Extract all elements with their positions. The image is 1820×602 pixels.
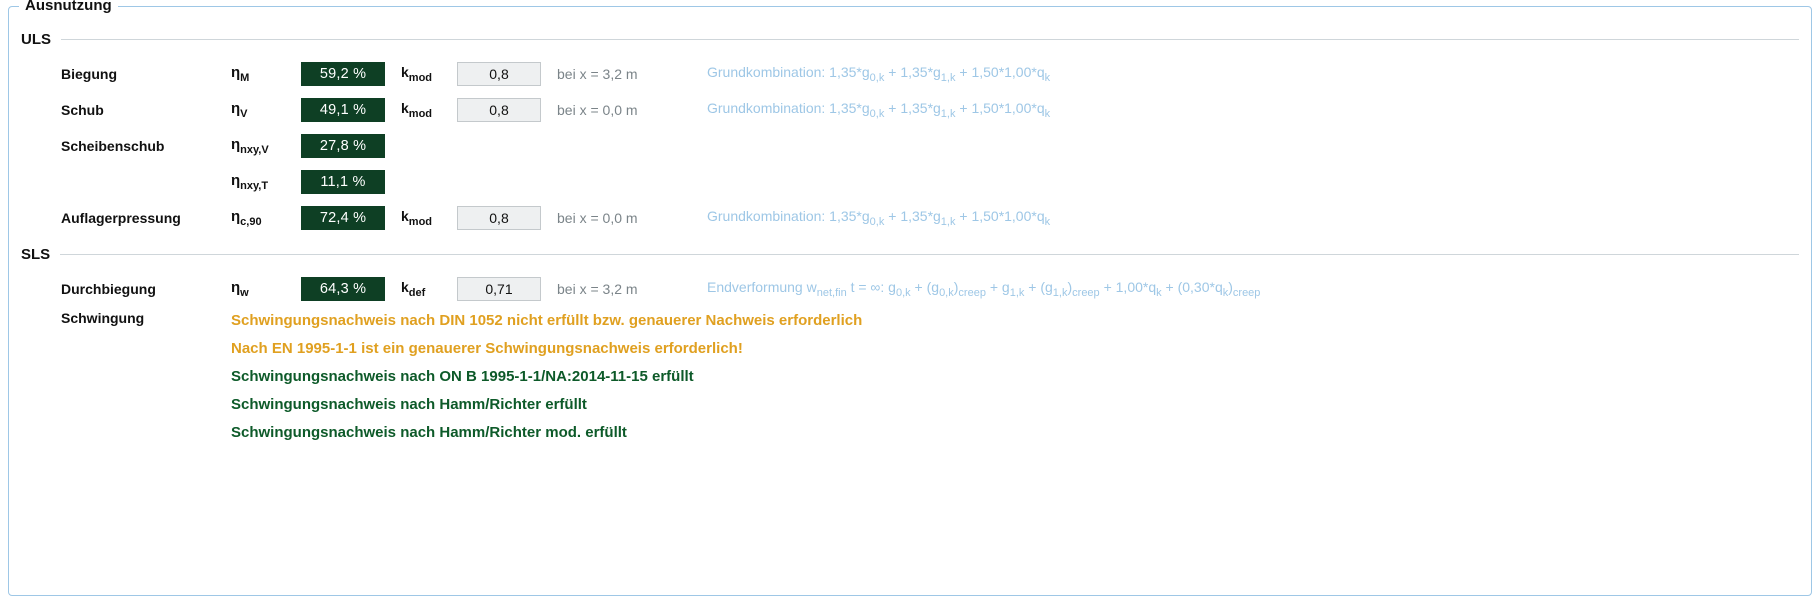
cell-k: 0,8: [457, 98, 557, 122]
row-symbol: ηw: [231, 279, 301, 299]
combination-text: Grundkombination: 1,35*g0,k + 1,35*g1,k …: [707, 100, 1799, 120]
status-message: Schwingungsnachweis nach Hamm/Richter er…: [231, 391, 1799, 419]
k-label: kmod: [401, 64, 457, 84]
row-name: Auflagerpressung: [61, 210, 231, 226]
status-message: Schwingungsnachweis nach ON B 1995-1-1/N…: [231, 363, 1799, 391]
group-ausnutzung: Ausnutzung ULS Biegung ηM 59,2 % kmod 0: [8, 6, 1812, 596]
row-symbol: ηM: [231, 64, 301, 84]
k-value: 0,8: [457, 206, 541, 230]
status-message: Schwingungsnachweis nach Hamm/Richter mo…: [231, 419, 1799, 447]
section-label-sls: SLS: [21, 246, 60, 263]
cell-k: 0,71: [457, 277, 557, 301]
row-name: Schwingung: [61, 307, 231, 326]
row-name: Schub: [61, 102, 231, 118]
cell-pct: 64,3 %: [301, 277, 401, 301]
utilization-value: 64,3 %: [301, 277, 385, 301]
utilization-value: 49,1 %: [301, 98, 385, 122]
row-auflagerpressung: Auflagerpressung ηc,90 72,4 % kmod 0,8 b…: [21, 200, 1799, 236]
section-label-uls: ULS: [21, 31, 61, 48]
row-symbol: ηnxy,V: [231, 136, 301, 156]
row-schub: Schub ηV 49,1 % kmod 0,8 bei x = 0,0 m G…: [21, 92, 1799, 128]
section-sls: SLS Durchbiegung ηw 64,3 % kdef 0,71 bei…: [21, 246, 1799, 447]
location-text: bei x = 3,2 m: [557, 66, 707, 82]
cell-pct: 11,1 %: [301, 170, 401, 194]
divider: [61, 39, 1799, 40]
cell-pct: 59,2 %: [301, 62, 401, 86]
location-text: bei x = 0,0 m: [557, 210, 707, 226]
row-name: Scheibenschub: [61, 138, 231, 154]
row-symbol: ηc,90: [231, 208, 301, 228]
row-symbol: ηV: [231, 100, 301, 120]
utilization-value: 72,4 %: [301, 206, 385, 230]
section-head-uls: ULS: [21, 31, 1799, 48]
location-text: bei x = 3,2 m: [557, 281, 707, 297]
k-label: kmod: [401, 100, 457, 120]
utilization-panel: Ausnutzung ULS Biegung ηM 59,2 % kmod 0: [0, 0, 1820, 602]
section-uls: ULS Biegung ηM 59,2 % kmod 0,8 bei x = 3…: [21, 31, 1799, 236]
schwingung-messages: Schwingungsnachweis nach DIN 1052 nicht …: [231, 307, 1799, 447]
row-scheibenschub-v: Scheibenschub ηnxy,V 27,8 %: [21, 128, 1799, 164]
row-biegung: Biegung ηM 59,2 % kmod 0,8 bei x = 3,2 m…: [21, 56, 1799, 92]
cell-pct: 49,1 %: [301, 98, 401, 122]
status-message: Schwingungsnachweis nach DIN 1052 nicht …: [231, 307, 1799, 335]
combination-text: Endverformung wnet,fin t = ∞: g0,k + (g0…: [707, 279, 1799, 299]
cell-pct: 72,4 %: [301, 206, 401, 230]
cell-pct: 27,8 %: [301, 134, 401, 158]
combination-text: Grundkombination: 1,35*g0,k + 1,35*g1,k …: [707, 208, 1799, 228]
row-durchbiegung: Durchbiegung ηw 64,3 % kdef 0,71 bei x =…: [21, 271, 1799, 307]
row-name: Durchbiegung: [61, 281, 231, 297]
cell-k: 0,8: [457, 62, 557, 86]
section-head-sls: SLS: [21, 246, 1799, 263]
group-title: Ausnutzung: [19, 0, 118, 14]
combination-text: Grundkombination: 1,35*g0,k + 1,35*g1,k …: [707, 64, 1799, 84]
k-label: kmod: [401, 208, 457, 228]
utilization-value: 59,2 %: [301, 62, 385, 86]
cell-k: 0,8: [457, 206, 557, 230]
location-text: bei x = 0,0 m: [557, 102, 707, 118]
k-label: kdef: [401, 279, 457, 299]
row-scheibenschub-t: ηnxy,T 11,1 %: [21, 164, 1799, 200]
k-value: 0,8: [457, 98, 541, 122]
k-value: 0,8: [457, 62, 541, 86]
divider: [60, 254, 1799, 255]
utilization-value: 11,1 %: [301, 170, 385, 194]
row-symbol: ηnxy,T: [231, 172, 301, 192]
utilization-value: 27,8 %: [301, 134, 385, 158]
row-name: Biegung: [61, 66, 231, 82]
row-schwingung: Schwingung Schwingungsnachweis nach DIN …: [21, 307, 1799, 447]
k-value: 0,71: [457, 277, 541, 301]
status-message: Nach EN 1995-1-1 ist ein genauerer Schwi…: [231, 335, 1799, 363]
